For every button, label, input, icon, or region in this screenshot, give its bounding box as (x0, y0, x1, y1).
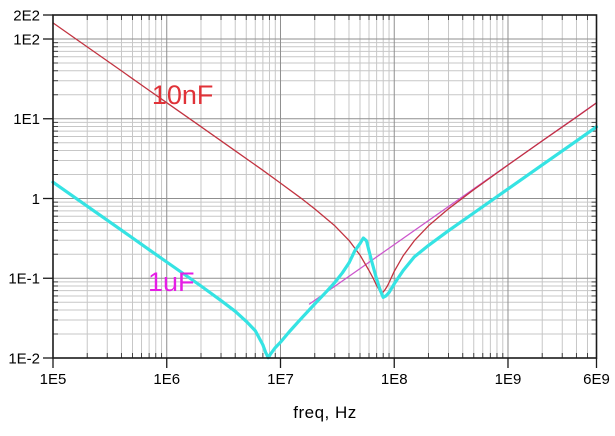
y-tick-label-1E1: 1E1 (13, 111, 40, 128)
y-tick-label-2E2: 2E2 (13, 7, 40, 24)
chart-series (51, 22, 599, 360)
y-tick-label-1E2: 1E2 (13, 31, 40, 48)
axis-tick-labels: 1E5 1E6 1E7 1E8 1E9 6E9 2E2 1E2 1E1 1 1E-1 1E-2 (8, 7, 610, 388)
plot-frame (52, 14, 598, 359)
curve-labels: 10nF 1uF (148, 80, 213, 297)
x-tick-label-1E6: 1E6 (153, 371, 180, 388)
curve-label-10nF: 10nF (152, 80, 214, 110)
y-tick-label-1E-2: 1E-2 (8, 350, 40, 367)
curve-label-1uF: 1uF (148, 267, 195, 297)
series-line-10nF-capacitor (52, 22, 598, 294)
x-tick-label-1E7: 1E7 (267, 371, 294, 388)
x-tick-label-1E8: 1E8 (381, 371, 408, 388)
x-axis-title: freq, Hz (293, 403, 357, 422)
axis-ticks (43, 14, 598, 368)
grid-minor (53, 15, 597, 358)
x-tick-label-1E9: 1E9 (495, 371, 522, 388)
series-line-1uF-capacitor (51, 125, 599, 360)
grid-major (53, 15, 597, 358)
x-tick-label-1E5: 1E5 (40, 371, 67, 388)
y-tick-label-1E-1: 1E-1 (8, 271, 40, 288)
y-tick-label-1: 1 (32, 191, 40, 208)
x-tick-label-6E9: 6E9 (583, 371, 610, 388)
